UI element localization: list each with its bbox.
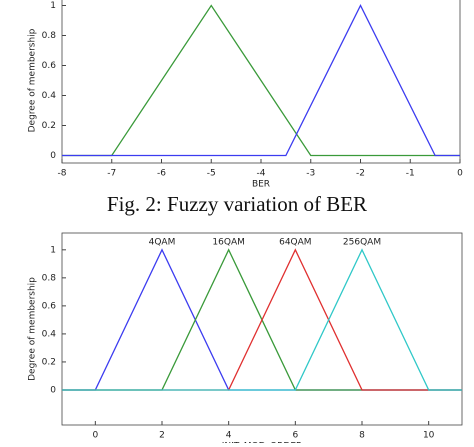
x-tick-label: -8 (58, 169, 67, 179)
x-tick-label: -3 (306, 169, 315, 179)
series-label: 64QAM (279, 237, 311, 247)
x-axis-label: BER (252, 180, 270, 190)
y-tick-label: 0.8 (42, 273, 57, 283)
series-label: 4QAM (149, 237, 176, 247)
x-tick-label: -1 (406, 169, 415, 179)
y-tick-label: 0 (50, 385, 56, 395)
x-tick-label: -2 (356, 169, 365, 179)
x-tick-label: 0 (457, 169, 463, 179)
x-tick-label: -6 (157, 169, 166, 179)
y-axis-label: Degree of membership (28, 277, 38, 381)
x-tick-label: 4 (226, 431, 232, 441)
membership-line (62, 248, 462, 391)
x-tick-label: 8 (359, 431, 365, 441)
y-tick-label: 0.2 (42, 121, 56, 131)
membership-line (62, 4, 460, 157)
x-tick-label: -7 (107, 169, 116, 179)
x-tick-label: -4 (257, 169, 266, 179)
series-label: 256QAM (343, 237, 381, 247)
y-tick-label: 1 (50, 245, 56, 255)
x-tick-label: -5 (207, 169, 216, 179)
x-tick-label: 10 (423, 431, 435, 441)
series-label: 16QAM (212, 237, 244, 247)
series-label: H (357, 0, 364, 3)
membership-line (62, 4, 460, 157)
x-tick-label: 6 (292, 431, 298, 441)
x-tick-label: 0 (92, 431, 98, 441)
y-tick-label: 1 (50, 1, 56, 11)
x-tick-label: 2 (159, 431, 165, 441)
caption: Fig. 2: Fuzzy variation of BER (107, 192, 367, 216)
y-tick-label: 0.6 (42, 301, 57, 311)
y-tick-label: 0.2 (42, 357, 56, 367)
y-tick-label: 0.8 (42, 31, 57, 41)
y-tick-label: 0 (50, 151, 56, 161)
y-tick-label: 0.4 (42, 91, 57, 101)
y-tick-label: 0.6 (42, 61, 57, 71)
membership-line (62, 248, 462, 391)
y-tick-label: 0.4 (42, 329, 57, 339)
plot-frame (61, 232, 463, 426)
series-label: M (207, 0, 215, 3)
y-axis-label: Degree of membership (28, 28, 38, 132)
